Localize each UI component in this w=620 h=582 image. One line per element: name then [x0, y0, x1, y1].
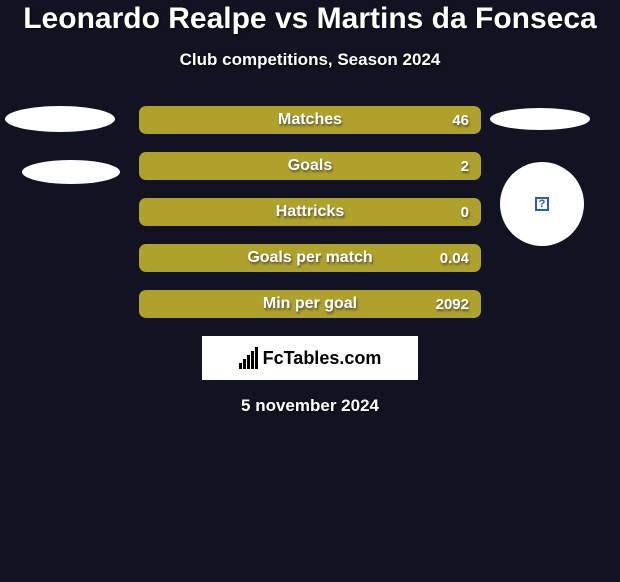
- stat-bar-label: Min per goal: [139, 295, 481, 313]
- stat-bar-value: 46: [452, 112, 469, 129]
- placeholder-icon-text: ?: [539, 198, 546, 210]
- footer-logo-inner: FcTables.com: [239, 347, 382, 369]
- stat-bar-value: 0.04: [440, 250, 469, 267]
- stat-bar-value: 2092: [436, 296, 469, 313]
- stat-bar: Goals per match0.04: [139, 244, 481, 272]
- ellipse-left-1: [5, 106, 115, 132]
- stat-bar-label: Hattricks: [139, 203, 481, 221]
- footer-logo: FcTables.com: [202, 336, 418, 380]
- footer-logo-text: FcTables.com: [263, 348, 382, 369]
- content-area: ? Matches46 Goals2 Hattricks0 Goals per mat…: [0, 106, 620, 416]
- stat-bar: Hattricks0: [139, 198, 481, 226]
- stat-bar: Min per goal2092: [139, 290, 481, 318]
- ellipse-right-1: [490, 108, 590, 130]
- stat-bar-label: Matches: [139, 111, 481, 129]
- circle-right: ?: [500, 162, 584, 246]
- stat-bar-label: Goals per match: [139, 249, 481, 267]
- stat-bar: Matches46: [139, 106, 481, 134]
- ellipse-left-2: [22, 160, 120, 184]
- page-title: Leonardo Realpe vs Martins da Fonseca: [0, 2, 620, 36]
- stat-bar: Goals2: [139, 152, 481, 180]
- stats-bars: Matches46 Goals2 Hattricks0 Goals per match…: [139, 106, 481, 318]
- stat-bar-label: Goals: [139, 157, 481, 175]
- subtitle: Club competitions, Season 2024: [0, 50, 620, 70]
- stat-bar-value: 0: [461, 204, 469, 221]
- placeholder-icon: ?: [535, 197, 549, 211]
- footer-date: 5 november 2024: [0, 396, 620, 416]
- stat-bar-value: 2: [461, 158, 469, 175]
- logo-bars-icon: [239, 347, 259, 369]
